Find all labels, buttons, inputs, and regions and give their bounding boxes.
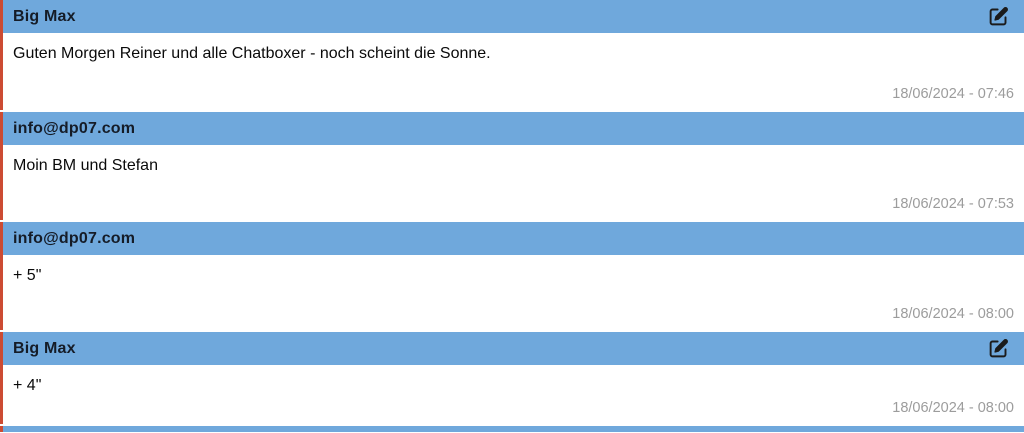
message-body: Moin BM und Stefan 18/06/2024 - 07:53 <box>3 145 1024 220</box>
message-text: + 5" <box>13 267 42 284</box>
message-text: Moin BM und Stefan <box>13 157 158 174</box>
message-body: + 5" 18/06/2024 - 08:00 <box>3 255 1024 330</box>
message-header: Big Max <box>3 332 1024 365</box>
message-text: Guten Morgen Reiner und alle Chatboxer -… <box>13 45 491 62</box>
message-author: Big Max <box>13 339 76 357</box>
message-block: info@dp07.com + 5" 18/06/2024 - 08:00 <box>0 222 1024 330</box>
message-timestamp: 18/06/2024 - 07:53 <box>892 196 1014 212</box>
edit-message-button[interactable] <box>988 6 1009 27</box>
message-timestamp: 18/06/2024 - 07:46 <box>892 86 1014 102</box>
message-timestamp: 18/06/2024 - 08:00 <box>892 306 1014 322</box>
message-block: Big Max Guten Morgen Reiner und alle Cha… <box>0 0 1024 110</box>
message-author: info@dp07.com <box>13 229 136 247</box>
edit-icon <box>988 6 1009 27</box>
message-header: Big Max <box>3 0 1024 33</box>
message-block: Big Max + 4" 18/06/2024 - 08:00 <box>0 332 1024 424</box>
message-header: info@dp07.com <box>3 222 1024 255</box>
message-header: info@dp07.com <box>3 112 1024 145</box>
message-body: Guten Morgen Reiner und alle Chatboxer -… <box>3 33 1024 110</box>
next-message-header-partial <box>0 426 1024 432</box>
message-block: info@dp07.com Moin BM und Stefan 18/06/2… <box>0 112 1024 220</box>
edit-icon <box>988 338 1009 359</box>
edit-message-button[interactable] <box>988 338 1009 359</box>
message-timestamp: 18/06/2024 - 08:00 <box>892 400 1014 416</box>
message-author: Big Max <box>13 7 76 25</box>
message-body: + 4" 18/06/2024 - 08:00 <box>3 365 1024 424</box>
message-author: info@dp07.com <box>13 119 136 137</box>
message-text: + 4" <box>13 377 42 394</box>
